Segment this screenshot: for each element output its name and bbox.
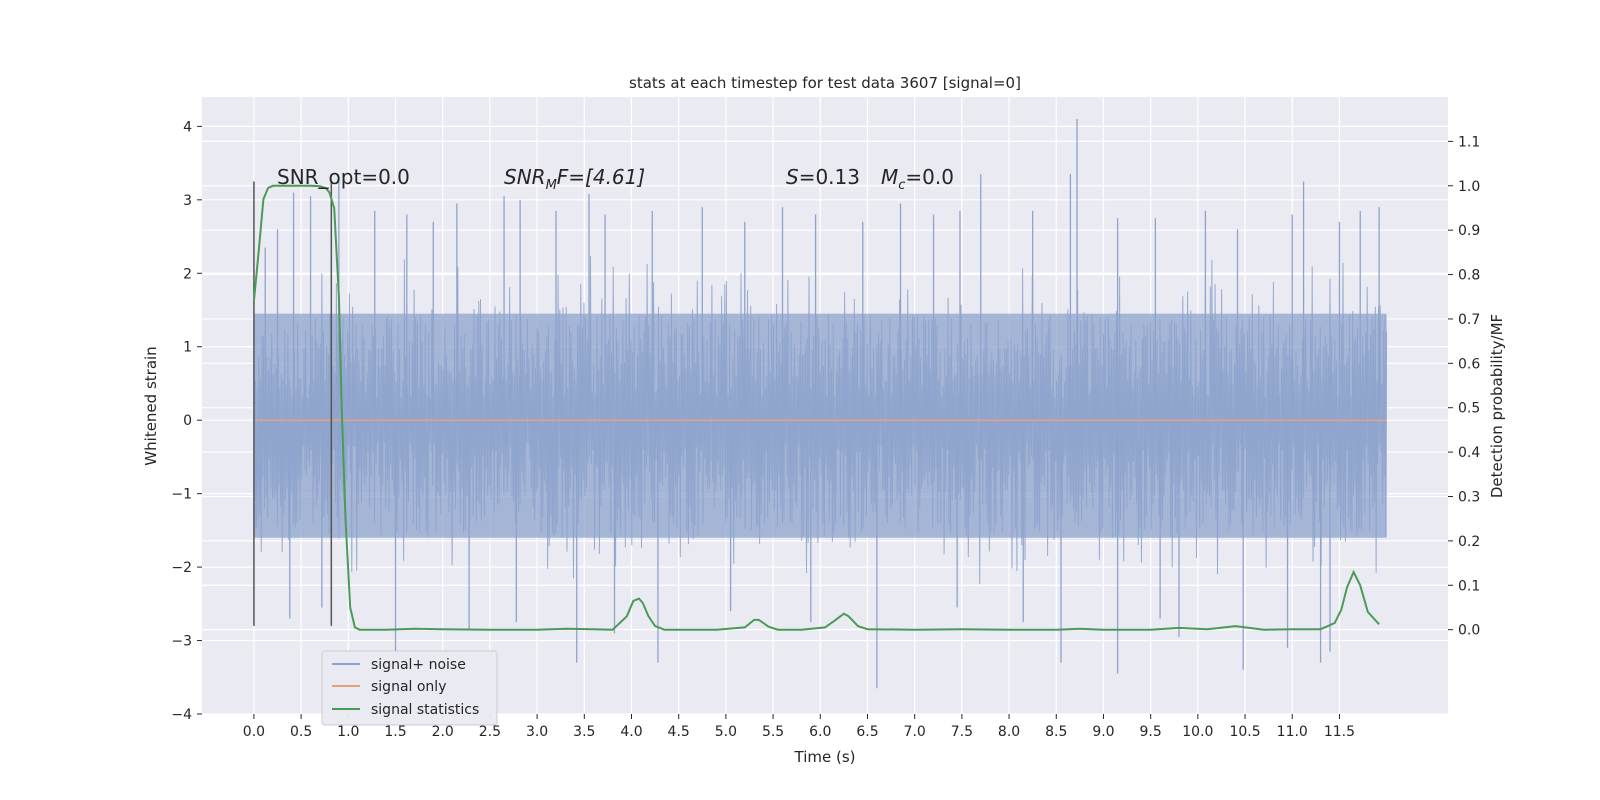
x-tick-label: 8.0 (998, 724, 1020, 740)
y-tick-label-right: 0.0 (1458, 623, 1480, 639)
mc-annotation: Mc=0.0 (881, 165, 954, 193)
x-tick-label: 8.5 (1045, 724, 1067, 740)
s-label: S (786, 165, 799, 189)
y-tick-label-right: 0.2 (1458, 534, 1480, 550)
x-tick-label: 11.5 (1324, 724, 1355, 740)
series-layer (252, 119, 1388, 689)
x-tick-label: 10.0 (1182, 724, 1213, 740)
y-axis-label-right: Detection probability/MF (1488, 314, 1506, 498)
x-tick-label: 1.5 (384, 724, 406, 740)
x-tick-label: 3.5 (573, 724, 595, 740)
x-tick-label: 6.0 (809, 724, 831, 740)
y-tick-label: −3 (171, 634, 192, 650)
series-signal-statistics-line (252, 184, 1380, 631)
x-tick-label: 5.0 (715, 724, 737, 740)
y-tick-label: 0 (183, 413, 192, 429)
x-tick-label: 10.5 (1229, 724, 1260, 740)
y-tick-label-right: 0.1 (1458, 578, 1480, 594)
y-tick-label: 4 (183, 119, 192, 135)
y-tick-label-right: 0.5 (1458, 401, 1480, 417)
x-axis-label: Time (s) (794, 748, 856, 766)
x-tick-label: 2.5 (479, 724, 501, 740)
legend-label-signal-statistics: signal statistics (371, 702, 479, 718)
x-tick-label: 5.5 (762, 724, 784, 740)
s-annotation: S=0.13 (786, 165, 860, 189)
s-value: =0.13 (799, 165, 860, 189)
mc-value: =0.0 (905, 165, 954, 189)
y-axis-label: Whitened strain (142, 346, 160, 465)
ticks-layer: 0.0 0.5 1.0 1.5 2.0 2.5 3.0 3.5 4.0 4.5 5.0 5.5 6.0 6… (171, 119, 1480, 740)
chart-title: stats at each timestep for test data 360… (629, 74, 1021, 92)
y-tick-label-right: 0.7 (1458, 312, 1480, 328)
mc-main: M (881, 165, 898, 189)
snr-mf-annotation: SNRMF=[4.61] (504, 165, 645, 193)
y-tick-label: 2 (183, 266, 192, 282)
x-tick-label: 3.0 (526, 724, 548, 740)
legend: signal+ noise signal only signal statist… (321, 650, 498, 726)
y-tick-label: −4 (171, 707, 192, 723)
y-tick-label-right: 0.9 (1458, 223, 1480, 239)
snr-mf-sub: M (546, 178, 557, 193)
x-tick-label: 4.5 (668, 724, 690, 740)
x-tick-label: 1.0 (337, 724, 359, 740)
y-tick-label: 3 (183, 193, 192, 209)
x-tick-label: 7.5 (951, 724, 973, 740)
y-tick-label: 1 (183, 340, 192, 356)
x-tick-label: 4.0 (620, 724, 642, 740)
y-tick-label-right: 0.4 (1458, 445, 1480, 461)
y-tick-label-right: 1.0 (1458, 179, 1480, 195)
x-tick-label: 0.0 (243, 724, 265, 740)
snr-opt-annotation: SNR_opt=0.0 (277, 165, 410, 189)
y-tick-label-right: 0.6 (1458, 356, 1480, 372)
x-tick-label: 0.5 (290, 724, 312, 740)
mc-sub: c (898, 178, 905, 193)
legend-label-signal-noise: signal+ noise (371, 657, 466, 673)
x-tick-label: 6.5 (856, 724, 878, 740)
x-tick-label: 11.0 (1277, 724, 1308, 740)
x-tick-label: 7.0 (904, 724, 926, 740)
y-tick-label: −2 (171, 560, 192, 576)
snr-mf-rest: F=[4.61] (557, 165, 645, 189)
x-tick-label: 9.0 (1092, 724, 1114, 740)
y-tick-label-right: 0.8 (1458, 268, 1480, 284)
legend-box (321, 650, 498, 726)
legend-label-signal-only: signal only (371, 679, 446, 695)
snr-mf-main: SNR (504, 165, 546, 189)
y-tick-label-right: 1.1 (1458, 134, 1480, 150)
x-tick-label: 2.0 (432, 724, 454, 740)
y-tick-label-right: 0.3 (1458, 489, 1480, 505)
x-tick-label: 9.5 (1140, 724, 1162, 740)
series-signal-noise-band (253, 313, 1387, 538)
y-tick-label: −1 (171, 487, 192, 503)
